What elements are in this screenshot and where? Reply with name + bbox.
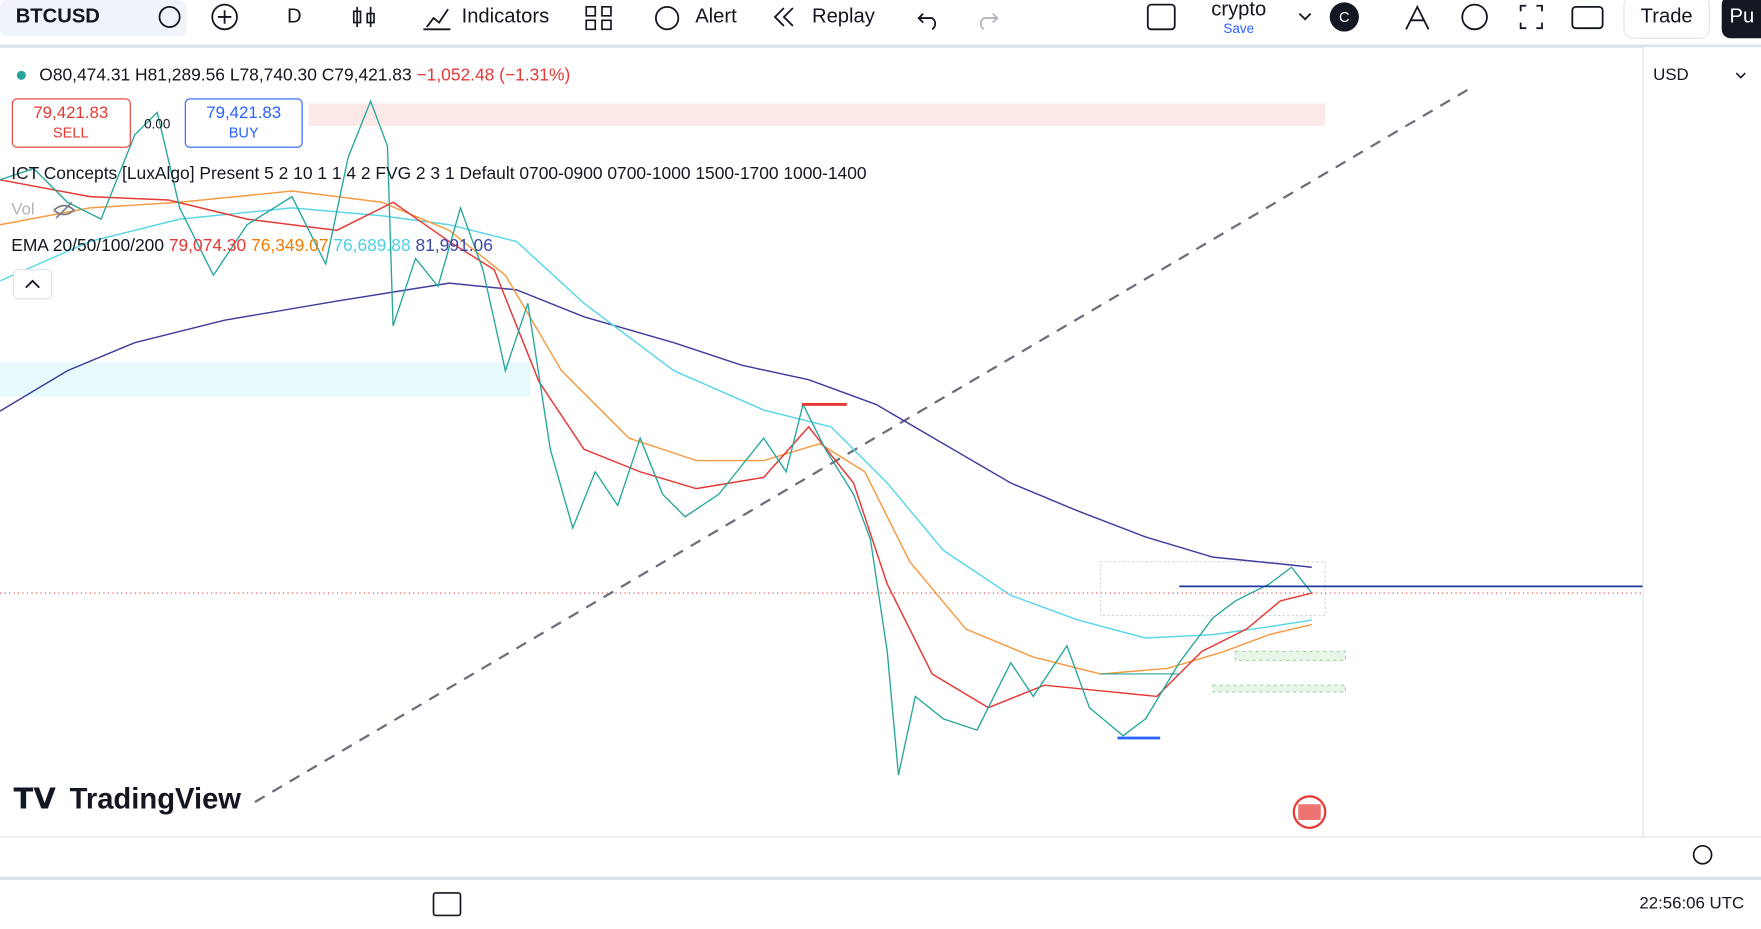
low: L78,740.30 — [230, 64, 317, 84]
zone — [0, 361, 531, 397]
ohlc-legend: O80,474.31 H81,289.56 L78,740.30 C79,421… — [39, 64, 570, 84]
ema-200 — [0, 282, 1312, 568]
alert-icon[interactable] — [654, 5, 680, 31]
snapshot-icon[interactable] — [1571, 5, 1604, 30]
interval[interactable]: D — [287, 5, 302, 27]
close: C79,421.83 — [322, 64, 412, 84]
save[interactable]: Save — [1223, 21, 1254, 36]
volume-legend: Vol — [11, 200, 34, 219]
collapse-icon — [25, 279, 40, 289]
trade-button[interactable] — [1623, 0, 1710, 39]
collapse-button[interactable] — [12, 269, 53, 300]
change: −1,052.48 (−1.31%) — [417, 64, 571, 84]
replay[interactable]: Replay — [812, 5, 876, 27]
publish[interactable]: Pu — [1730, 5, 1755, 27]
replay-icon[interactable] — [773, 7, 794, 27]
ema-value: 81,991.06 — [416, 235, 493, 255]
icon[interactable] — [1405, 4, 1430, 30]
ema-value: 76,689.88 — [333, 235, 410, 255]
event-flag — [1298, 804, 1321, 820]
trend-line — [254, 86, 1472, 803]
fvg-zone — [1212, 684, 1347, 693]
candle-icon[interactable] — [352, 6, 375, 28]
buy[interactable]: BUY — [229, 126, 259, 142]
currency-bg — [1646, 56, 1755, 93]
chevron[interactable] — [1298, 12, 1312, 21]
ema-20 — [0, 179, 1312, 709]
toolbar — [0, 0, 1761, 46]
ema-value: 79,074.30 — [169, 235, 246, 255]
clock: 22:56:06 UTC — [1639, 894, 1744, 913]
price-line — [0, 99, 1313, 776]
axis-settings[interactable] — [1692, 844, 1713, 865]
symbol-box[interactable] — [0, 0, 187, 37]
redo[interactable] — [979, 12, 999, 31]
ema-100 — [0, 207, 1312, 639]
currency[interactable]: USD — [1653, 65, 1689, 84]
indicators[interactable]: Indicators — [462, 5, 550, 27]
ema-name: EMA 20/50/100/200 — [11, 235, 164, 255]
zone — [1100, 561, 1326, 617]
avatar[interactable]: C — [1339, 10, 1350, 26]
layout-icon[interactable] — [1146, 3, 1176, 31]
zone — [308, 103, 1326, 126]
spread: 0.00 — [144, 116, 170, 131]
publish-button[interactable] — [1721, 0, 1761, 39]
brand: TradingView — [70, 784, 242, 816]
templates-icon[interactable] — [585, 5, 612, 31]
brand-logo: 𝗧𝗩 — [13, 784, 56, 816]
chevron[interactable] — [1735, 72, 1746, 79]
buy-price[interactable]: 79,421.83 — [206, 103, 281, 122]
high: H81,289.56 — [135, 64, 225, 84]
ema-50 — [0, 190, 1312, 675]
indicators-icon[interactable] — [423, 8, 451, 31]
layout-name[interactable]: crypto — [1211, 0, 1266, 21]
alert[interactable]: Alert — [695, 5, 737, 27]
indicator-legend: ICT Concepts [LuxAlgo] Present 5 2 10 1 … — [11, 163, 866, 183]
fullscreen-icon[interactable] — [1519, 4, 1543, 30]
sell[interactable]: SELL — [53, 126, 89, 142]
symbol[interactable]: BTCUSD — [16, 5, 100, 27]
sell-button[interactable] — [11, 98, 131, 148]
buy-button[interactable] — [184, 98, 303, 148]
status-dot — [16, 70, 26, 80]
icon[interactable] — [158, 5, 181, 28]
hide-icon[interactable] — [53, 201, 76, 219]
date-range-icon[interactable] — [432, 892, 462, 917]
sell-price[interactable]: 79,421.83 — [33, 103, 108, 122]
avatar-bg[interactable] — [1329, 2, 1359, 32]
settings-icon[interactable] — [1461, 3, 1488, 31]
add-icon[interactable] — [211, 3, 238, 31]
fvg-zone — [1234, 650, 1347, 662]
add-icon-plus — [217, 10, 232, 24]
undo[interactable] — [917, 12, 937, 31]
open: O80,474.31 — [39, 64, 130, 84]
ema-value: 76,349.07 — [251, 235, 328, 255]
trade[interactable]: Trade — [1641, 5, 1693, 27]
ema-legend: EMA 20/50/100/200 79,074.30 76,349.07 76… — [11, 235, 493, 255]
price-axis — [1643, 47, 1761, 837]
